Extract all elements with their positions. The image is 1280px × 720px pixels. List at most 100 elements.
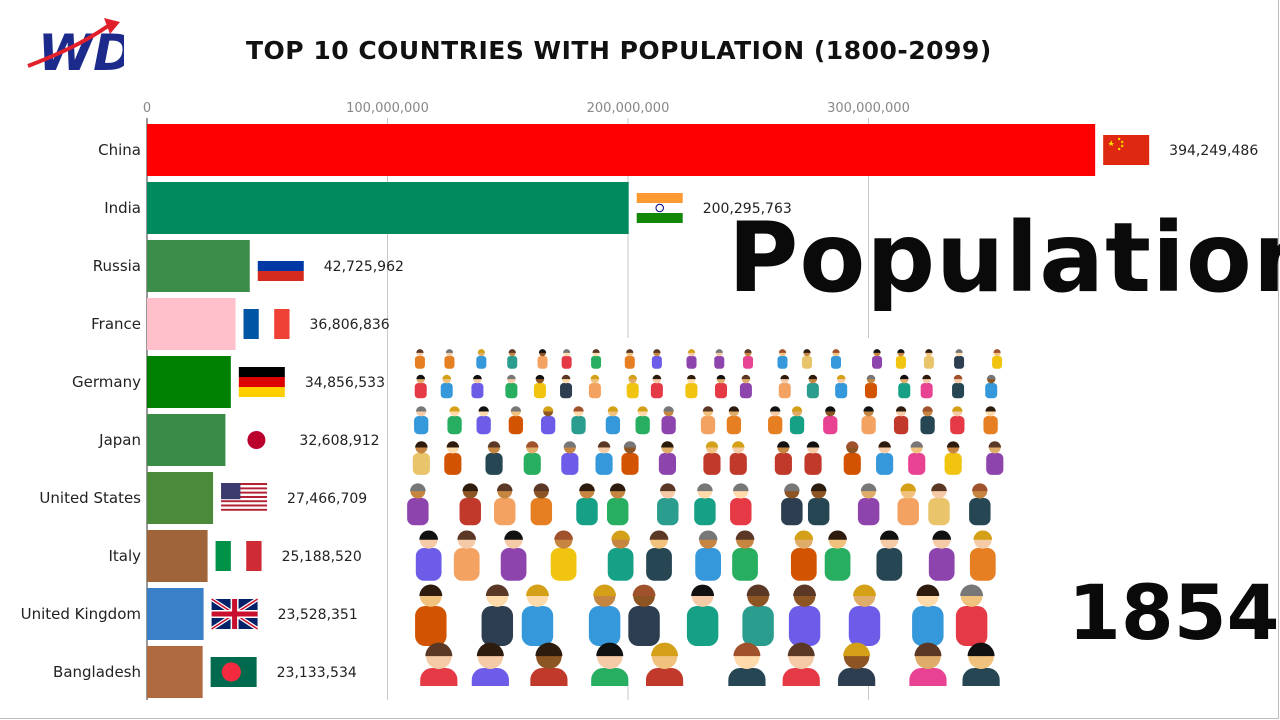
person-icon: [521, 584, 554, 647]
person-icon: [739, 374, 752, 399]
person-icon: [621, 441, 639, 475]
bar-russia: [147, 240, 250, 292]
person-icon: [591, 349, 602, 369]
wd-logo: WD: [27, 18, 124, 78]
person-icon: [412, 441, 430, 475]
uk-flag-icon: [210, 597, 259, 631]
person-icon: [703, 441, 721, 475]
person-icon: [530, 642, 568, 716]
person-icon: [561, 349, 572, 369]
person-icon: [595, 441, 613, 475]
person-icon: [508, 406, 524, 435]
person-icon: [588, 584, 621, 647]
person-icon: [838, 642, 876, 716]
person-icon: [550, 530, 577, 581]
person-icon: [969, 483, 991, 526]
value-label: 36,806,836: [310, 317, 390, 333]
person-icon: [481, 584, 514, 647]
value-label: 200,295,763: [703, 201, 792, 217]
person-icon: [768, 406, 783, 435]
person-icon: [645, 642, 684, 716]
person-icon: [807, 483, 830, 526]
person-icon: [686, 349, 697, 369]
person-icon: [533, 374, 546, 399]
bar-united-kingdom: [147, 588, 204, 640]
population-overlay-text: Population: [728, 202, 1280, 314]
person-icon: [494, 483, 516, 526]
category-label: Bangladesh: [53, 663, 141, 681]
person-icon: [591, 642, 629, 716]
person-icon: [714, 374, 727, 399]
person-icon: [444, 349, 455, 369]
crowd-illustration: [405, 338, 1007, 716]
person-icon: [782, 642, 820, 716]
person-icon: [898, 374, 911, 399]
person-icon: [605, 406, 621, 435]
bar-germany: [147, 356, 231, 408]
usa-flag-icon: [221, 483, 268, 513]
person-icon: [537, 349, 548, 369]
person-icon: [651, 349, 662, 369]
bar-japan: [147, 414, 226, 466]
person-icon: [657, 483, 679, 526]
category-label: Germany: [72, 373, 141, 391]
person-icon: [732, 530, 758, 581]
person-icon: [453, 530, 480, 581]
person-icon: [781, 483, 803, 526]
person-icon: [700, 406, 716, 435]
person-icon: [920, 374, 933, 399]
person-icon: [624, 349, 635, 369]
person-icon: [920, 406, 935, 435]
x-tick-label: 300,000,000: [827, 101, 910, 116]
person-icon: [714, 349, 725, 369]
person-icon: [726, 406, 742, 435]
person-icon: [694, 483, 716, 526]
x-tick-label: 200,000,000: [587, 101, 670, 116]
china-flag-icon: [1103, 135, 1150, 165]
person-icon: [661, 406, 676, 435]
person-icon: [476, 406, 491, 435]
person-icon: [955, 584, 988, 647]
person-icon: [576, 483, 598, 526]
person-icon: [571, 406, 586, 435]
person-icon: [440, 374, 453, 399]
value-label: 42,725,962: [324, 259, 404, 275]
person-icon: [646, 530, 672, 581]
person-icon: [843, 441, 861, 475]
person-icon: [912, 584, 944, 647]
value-label: 27,466,709: [287, 491, 367, 507]
person-icon: [658, 441, 676, 475]
person-icon: [414, 349, 425, 369]
person-icon: [500, 530, 527, 581]
person-icon: [560, 374, 573, 399]
x-tick-label: 0: [143, 101, 151, 116]
value-label: 394,249,486: [1169, 143, 1258, 159]
chart-title: TOP 10 COUNTRIES WITH POPULATION (1800-2…: [246, 36, 992, 65]
person-icon: [928, 530, 955, 581]
italy-flag-icon: [215, 541, 262, 571]
category-label: Japan: [98, 431, 141, 449]
person-icon: [471, 642, 509, 716]
bar-italy: [147, 530, 208, 582]
russia-flag-icon: [257, 251, 304, 281]
person-icon: [893, 406, 909, 435]
person-icon: [628, 584, 660, 647]
person-icon: [415, 584, 447, 647]
person-icon: [730, 483, 752, 526]
person-icon: [824, 530, 851, 581]
person-icon: [790, 530, 817, 581]
person-icon: [476, 349, 487, 369]
person-icon: [923, 349, 934, 369]
value-label: 34,856,533: [305, 375, 385, 391]
bar-united-states: [147, 472, 214, 524]
person-icon: [635, 406, 650, 435]
person-icon: [962, 642, 1000, 716]
category-label: France: [91, 315, 141, 333]
person-icon: [447, 406, 462, 435]
person-icon: [505, 374, 518, 399]
year-label: 1854: [1068, 568, 1280, 657]
person-icon: [686, 584, 719, 647]
person-icon: [606, 483, 629, 526]
